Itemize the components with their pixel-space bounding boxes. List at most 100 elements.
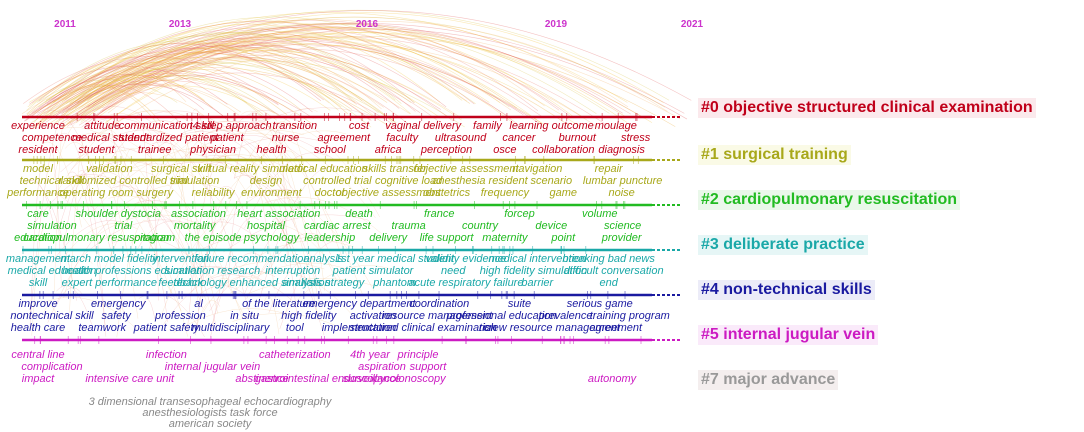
co-citation-link bbox=[264, 197, 382, 234]
cluster-5-keyword: support bbox=[409, 361, 447, 373]
co-citation-link bbox=[223, 214, 370, 253]
cluster-1-keyword: medical education bbox=[278, 163, 368, 175]
co-citation-link bbox=[186, 162, 224, 332]
cluster-0-keyword: standardized patient bbox=[119, 132, 219, 144]
cluster-1-keyword: surgical skill bbox=[151, 163, 211, 175]
citation-arc bbox=[39, 44, 441, 110]
citation-arc bbox=[59, 49, 462, 121]
citation-arc bbox=[44, 33, 415, 104]
citation-arc bbox=[104, 43, 515, 124]
citation-arc bbox=[43, 23, 631, 115]
co-citation-link bbox=[59, 166, 104, 228]
citation-arc bbox=[37, 23, 685, 114]
cluster-1-keyword: operating room bbox=[59, 187, 134, 199]
citation-arc bbox=[86, 31, 518, 109]
cluster-7-label: #7 major advance bbox=[698, 370, 839, 390]
cluster-0-keyword: learning outcome bbox=[509, 120, 594, 132]
cluster-1-keyword: obstetrics bbox=[422, 187, 471, 199]
cluster-5-keyword: catheterization bbox=[259, 349, 331, 361]
cluster-4-keyword: al bbox=[194, 298, 203, 310]
co-citation-link bbox=[230, 262, 348, 294]
citation-arc bbox=[36, 85, 159, 126]
cluster-1-keyword: virtual reality simulator bbox=[197, 163, 307, 175]
cluster-0-keyword: experience bbox=[11, 120, 65, 132]
co-citation-link bbox=[202, 275, 263, 313]
cluster-4-keyword: of the literature bbox=[242, 298, 316, 310]
co-citation-link bbox=[204, 154, 325, 336]
co-citation-link bbox=[163, 274, 251, 325]
cluster-2-keyword: psychology bbox=[243, 232, 299, 244]
citation-arc bbox=[41, 52, 371, 121]
co-citation-link bbox=[22, 190, 101, 243]
citation-arc bbox=[63, 36, 676, 127]
cluster-4-keyword: health care bbox=[10, 322, 66, 334]
cluster-0-keyword: vaginal delivery bbox=[385, 120, 462, 132]
co-citation-link bbox=[210, 217, 259, 338]
cluster-4-keyword: nontechnical skill bbox=[10, 310, 94, 322]
citation-arc bbox=[26, 62, 288, 116]
citation-arc bbox=[66, 33, 543, 124]
co-citation-link bbox=[272, 218, 298, 316]
cluster-4-keyword: agreement bbox=[589, 322, 643, 334]
citation-arc bbox=[63, 76, 264, 115]
citation-arc bbox=[31, 62, 397, 123]
cluster-0-keyword: trainee bbox=[137, 144, 172, 156]
citation-arc bbox=[62, 22, 623, 114]
citation-arc bbox=[45, 80, 291, 123]
cluster-0-keyword: diagnosis bbox=[598, 144, 645, 156]
citation-arc bbox=[70, 36, 608, 126]
citation-arc bbox=[49, 23, 597, 115]
co-citation-link bbox=[173, 308, 292, 333]
citation-arc bbox=[61, 20, 463, 101]
cluster-1-keyword: objective assessment bbox=[335, 187, 441, 199]
co-citation-link bbox=[234, 120, 261, 180]
cluster-1-keyword: repair bbox=[594, 163, 623, 175]
co-citation-link bbox=[206, 260, 325, 280]
co-citation-link bbox=[121, 170, 244, 319]
co-citation-link bbox=[59, 127, 207, 301]
cluster-2-keyword: provider bbox=[601, 232, 642, 244]
co-citation-link bbox=[144, 134, 206, 207]
citation-arc bbox=[37, 79, 178, 103]
citation-arc bbox=[48, 61, 372, 128]
citation-arc bbox=[23, 74, 230, 122]
citation-arc bbox=[58, 73, 294, 112]
co-citation-link bbox=[92, 106, 186, 163]
co-citation-link bbox=[266, 150, 298, 179]
cluster-1-keyword: objective assessment bbox=[413, 163, 519, 175]
cluster-0-keyword: faculty bbox=[386, 132, 419, 144]
cluster-1-keyword: anesthesia resident bbox=[432, 175, 528, 187]
co-citation-link bbox=[43, 110, 113, 245]
co-citation-link bbox=[58, 132, 92, 207]
co-citation-link bbox=[60, 146, 141, 173]
co-citation-link bbox=[268, 258, 322, 314]
cluster-3-keyword: management bbox=[5, 253, 71, 265]
citation-arc bbox=[108, 35, 468, 102]
cluster-0-keyword: nurse bbox=[271, 132, 300, 144]
co-citation-link bbox=[74, 132, 172, 182]
cluster-2-keyword: point bbox=[551, 232, 576, 244]
citation-arc bbox=[52, 22, 501, 103]
cluster-2-keyword: cardiopulmonary resuscitation bbox=[23, 232, 170, 244]
cluster-2-keyword: simulation bbox=[27, 220, 77, 232]
co-citation-link bbox=[209, 271, 276, 312]
citation-arc bbox=[56, 83, 224, 116]
co-citation-link bbox=[88, 109, 186, 143]
citation-arc bbox=[69, 12, 664, 103]
cluster-3-keyword: 1st year medical student bbox=[335, 253, 455, 265]
cluster-4-keyword: structured clinical examination bbox=[349, 322, 497, 334]
co-citation-link bbox=[65, 142, 97, 174]
cluster-5-keyword: gastrointestinal endoscopy bbox=[254, 373, 386, 385]
cluster-3-keyword: interruption bbox=[265, 265, 321, 277]
citation-arc bbox=[92, 18, 545, 107]
cluster-2-keyword: volume bbox=[582, 208, 618, 220]
cluster-3-keyword: breaking bad news bbox=[562, 253, 655, 265]
co-citation-link bbox=[246, 108, 318, 200]
citation-arc bbox=[87, 46, 363, 102]
cluster-0-keyword: perception bbox=[420, 144, 473, 156]
citation-arc bbox=[62, 27, 628, 118]
co-citation-link bbox=[227, 201, 241, 288]
co-citation-link bbox=[114, 256, 182, 312]
cluster-2-keyword: delivery bbox=[369, 232, 408, 244]
